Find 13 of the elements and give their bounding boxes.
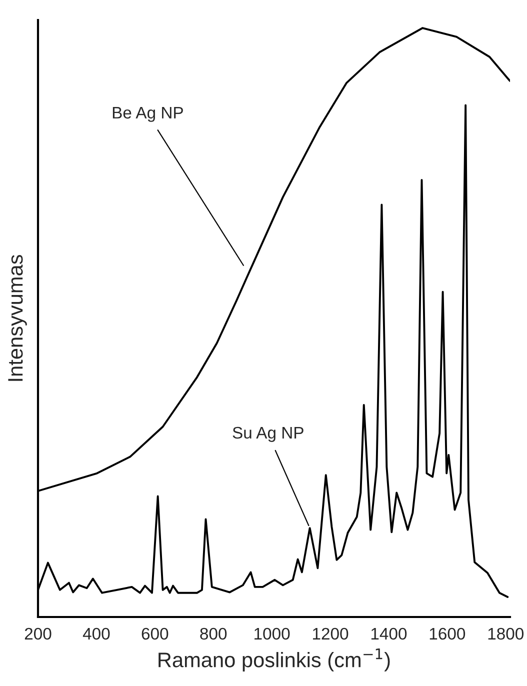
x-tick-label: 400 [82, 628, 110, 640]
x-tick-label: 1400 [371, 628, 407, 640]
y-axis-title: Intensyvumas [8, 254, 27, 381]
x-tick-label: 1200 [312, 628, 348, 640]
x-tick-label: 600 [142, 628, 168, 640]
x-tick-label: 800 [200, 628, 227, 640]
x-tick-label: 1600 [430, 628, 466, 640]
x-axis-title: Ramano poslinkis (cm$^{−1}$) [158, 648, 390, 672]
annotation: Su Ag NP [232, 426, 304, 442]
x-tick-label: 1800 [488, 628, 524, 640]
annotation: Be Ag NP [112, 106, 183, 122]
x-tick-label: 1000 [254, 628, 290, 640]
x-tick-label: 200 [24, 628, 52, 640]
